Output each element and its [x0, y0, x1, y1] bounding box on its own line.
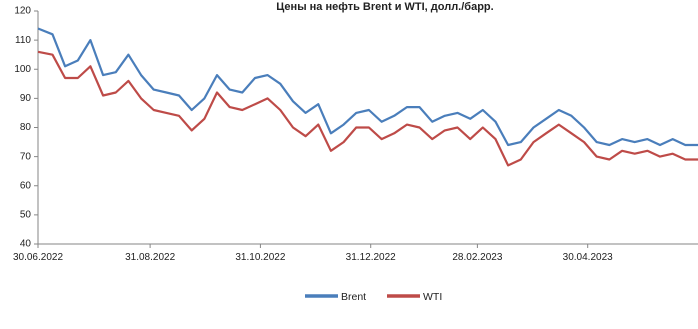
y-tick-label: 100: [14, 64, 31, 75]
chart-legend: Brent WTI: [305, 291, 442, 303]
y-tick-label: 80: [20, 122, 32, 133]
y-tick-label: 120: [14, 6, 31, 17]
y-tick-label: 110: [15, 35, 31, 46]
x-tick-label: 30.06.2022: [13, 252, 63, 263]
series-lines: [37, 27, 698, 167]
x-tick-label: 31.08.2022: [125, 252, 175, 263]
y-tick-label: 40: [20, 239, 32, 250]
x-tick-label: 31.12.2022: [346, 252, 396, 263]
y-tick-label: 60: [20, 180, 32, 191]
x-tick-label: 28.02.2023: [452, 252, 502, 263]
series-line-brent: [37, 27, 698, 147]
legend-label-brent: Brent: [341, 291, 366, 303]
chart-title: Цены на нефть Brent и WTI, долл./барр.: [276, 1, 493, 13]
y-tick-label: 70: [20, 151, 32, 162]
legend-label-wti: WTI: [423, 291, 442, 303]
y-axis-ticks: 40 50 60 70 80 90 100 110 120: [14, 6, 38, 250]
series-line-wti: [37, 50, 698, 167]
y-tick-label: 50: [20, 210, 32, 221]
x-tick-label: 31.10.2022: [235, 252, 285, 263]
y-tick-label: 90: [20, 93, 32, 104]
x-axis-ticks: 30.06.2022 31.08.2022 31.10.2022 31.12.2022…: [13, 244, 613, 263]
x-tick-label: 30.04.2023: [563, 252, 613, 263]
